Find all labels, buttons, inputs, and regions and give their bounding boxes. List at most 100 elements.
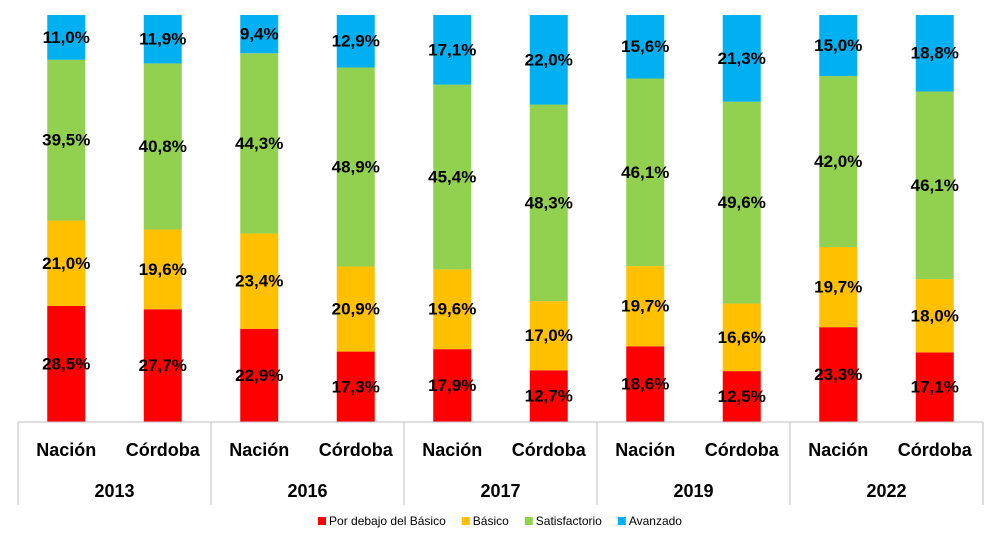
bar-segment	[626, 266, 665, 347]
legend: Por debajo del Básico Básico Satisfactorio…	[318, 514, 682, 528]
value-label: 12,7%	[525, 387, 573, 406]
value-label: 17,1%	[428, 40, 476, 59]
value-label: 27,7%	[139, 356, 187, 375]
bar-segment	[626, 15, 665, 79]
legend-label: Avanzado	[629, 514, 682, 528]
bar-segment	[529, 370, 568, 422]
value-label: 17,1%	[911, 378, 959, 397]
bar-segment	[915, 91, 954, 280]
bar-segment	[240, 233, 279, 329]
bar-segment	[47, 59, 86, 221]
value-label: 20,9%	[332, 300, 380, 319]
value-label: 11,0%	[43, 28, 90, 47]
bar-segment	[433, 84, 472, 270]
value-label: 23,4%	[235, 272, 283, 291]
bar-segment	[915, 352, 954, 422]
value-label: 21,0%	[42, 254, 90, 273]
value-label: 44,3%	[235, 134, 283, 153]
value-label: 15,6%	[621, 37, 669, 56]
value-label: 11,9%	[139, 30, 186, 49]
legend-label: Básico	[473, 514, 509, 528]
bar-segment	[722, 303, 761, 372]
value-label: 21,3%	[718, 49, 766, 68]
bar-segment	[722, 101, 761, 304]
group-label: 2017	[480, 481, 520, 501]
value-label: 12,5%	[718, 387, 766, 406]
value-label: 16,6%	[718, 328, 766, 347]
legend-swatch	[617, 517, 626, 525]
value-label: 48,9%	[332, 157, 380, 176]
group-label: 2022	[866, 481, 906, 501]
category-label: Nación	[615, 440, 675, 460]
value-label: 39,5%	[42, 131, 90, 150]
value-label: 46,1%	[911, 176, 959, 195]
value-label: 19,7%	[621, 297, 669, 316]
value-label: 19,7%	[814, 278, 862, 297]
bar-segment	[47, 306, 86, 422]
value-label: 18,6%	[621, 375, 669, 394]
category-label: Córdoba	[705, 440, 780, 460]
bar-segment	[240, 328, 279, 422]
value-label: 42,0%	[814, 152, 862, 171]
group-label: 2013	[94, 481, 134, 501]
value-label: 15,0%	[814, 36, 862, 55]
bar-segment	[819, 327, 858, 422]
legend-swatch	[318, 517, 327, 525]
bar-segment	[143, 229, 182, 310]
value-label: 19,6%	[428, 300, 476, 319]
value-label: 9,4%	[240, 25, 279, 44]
bar-segment	[819, 246, 858, 328]
value-label: 28,5%	[42, 354, 90, 373]
bar-segment	[819, 15, 858, 77]
bar-segment	[722, 15, 761, 102]
value-label: 17,9%	[428, 376, 476, 395]
bar-segment	[143, 309, 182, 422]
value-label: 48,3%	[525, 193, 573, 212]
value-label: 49,6%	[718, 193, 766, 212]
value-label: 17,3%	[332, 377, 380, 396]
bar-segment	[915, 15, 954, 92]
category-label: Córdoba	[512, 440, 587, 460]
legend-swatch	[461, 517, 470, 525]
bar-segment	[819, 76, 858, 247]
category-label: Nación	[808, 440, 868, 460]
bar-segment	[529, 104, 568, 302]
legend-swatch	[524, 517, 533, 525]
value-label: 18,0%	[911, 306, 959, 325]
value-label: 22,9%	[235, 366, 283, 385]
category-label: Córdoba	[898, 440, 973, 460]
bar-segment	[336, 351, 375, 422]
value-label: 12,9%	[332, 32, 380, 51]
bar-segment	[47, 220, 86, 307]
group-label: 2016	[287, 481, 327, 501]
legend-label: Satisfactorio	[536, 514, 602, 528]
bar-segment	[626, 78, 665, 267]
bar-segment	[240, 15, 279, 54]
category-label: Nación	[422, 440, 482, 460]
bar-segment	[529, 15, 568, 105]
bar-segment	[143, 15, 182, 64]
bar-segment	[433, 269, 472, 350]
bar-segment	[626, 346, 665, 422]
category-label: Nación	[229, 440, 289, 460]
bar-segment	[915, 279, 954, 353]
value-label: 45,4%	[428, 167, 476, 186]
bar-segment	[47, 15, 86, 60]
category-label: Nación	[36, 440, 96, 460]
bar-segment	[336, 67, 375, 267]
value-label: 40,8%	[139, 137, 187, 156]
bar-segment	[529, 301, 568, 371]
bar-segment	[722, 371, 761, 422]
bar-segment	[433, 15, 472, 85]
value-label: 23,3%	[814, 365, 862, 384]
value-label: 22,0%	[525, 50, 573, 69]
bar-segment	[336, 266, 375, 352]
value-label: 19,6%	[139, 260, 187, 279]
bar-segment	[336, 15, 375, 68]
legend-label: Por debajo del Básico	[329, 514, 446, 528]
category-label: Córdoba	[319, 440, 394, 460]
bar-segment	[433, 349, 472, 422]
group-label: 2019	[673, 481, 713, 501]
bar-segment	[240, 53, 279, 234]
